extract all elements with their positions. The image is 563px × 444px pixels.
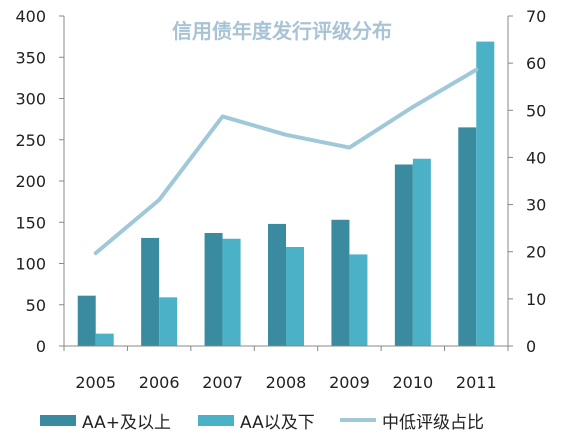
chart: 信用债年度发行评级分布 0 50 100 150 200 250 300 350 400 0 10… <box>15 7 546 392</box>
right-tick-label: 20 <box>526 243 546 262</box>
left-tick-label: 150 <box>15 213 46 232</box>
right-axis-ticks: 0 10 20 30 40 50 60 70 <box>526 7 546 356</box>
bar-aa-plus <box>141 237 160 346</box>
right-tick-label: 0 <box>526 337 536 356</box>
right-tick-label: 40 <box>526 148 546 167</box>
line-low-rating-ratio <box>93 67 479 256</box>
bar-aa-below <box>222 238 241 346</box>
bar-aa-plus <box>458 127 477 346</box>
x-tick-label: 2005 <box>75 373 116 392</box>
x-tick-label: 2006 <box>139 373 180 392</box>
x-axis-ticks: 2005 2006 2007 2008 2009 2010 2011 <box>75 373 496 392</box>
bar-aa-below <box>349 254 368 346</box>
bar-aa-plus <box>204 232 223 346</box>
bars <box>77 41 495 346</box>
bar-aa-plus <box>394 164 413 346</box>
legend-item-aa-below: AA以及下 <box>198 408 315 433</box>
legend-item-aa-plus: AA+及以上 <box>40 408 171 433</box>
bar-aa-plus <box>331 219 350 346</box>
legend-swatch-aa-plus <box>40 414 76 426</box>
axes <box>59 15 513 351</box>
bar-aa-below <box>95 333 114 346</box>
right-tick-label: 70 <box>526 7 546 26</box>
right-tick-label: 30 <box>526 196 546 215</box>
legend-label-low-rating-ratio: 中低评级占比 <box>382 412 484 433</box>
legend-item-low-rating-ratio: 中低评级占比 <box>340 408 484 433</box>
x-tick-label: 2007 <box>202 373 243 392</box>
left-tick-label: 350 <box>15 48 46 67</box>
chart-title: 信用债年度发行评级分布 <box>172 19 392 43</box>
bar-aa-below <box>476 41 495 346</box>
bar-aa-below <box>159 297 178 346</box>
left-tick-label: 0 <box>36 337 46 356</box>
bar-aa-plus <box>268 223 286 346</box>
legend-label-aa-plus: AA+及以上 <box>82 412 171 433</box>
bar-aa-below <box>412 158 431 346</box>
x-tick-label: 2010 <box>392 373 433 392</box>
left-tick-label: 400 <box>15 7 46 26</box>
left-axis-ticks: 0 50 100 150 200 250 300 350 400 <box>15 7 46 356</box>
left-tick-label: 200 <box>15 172 46 191</box>
x-tick-label: 2009 <box>329 373 370 392</box>
right-tick-label: 10 <box>526 290 546 309</box>
right-tick-label: 50 <box>526 101 546 120</box>
bar-aa-plus <box>77 295 96 346</box>
legend-line-low-rating-ratio <box>340 418 376 422</box>
right-tick-label: 60 <box>526 54 546 73</box>
legend-label-aa-below: AA以及下 <box>240 412 315 433</box>
legend-swatch-aa-below <box>198 414 234 426</box>
left-tick-label: 250 <box>15 131 46 150</box>
left-tick-label: 100 <box>15 255 46 274</box>
line-series <box>93 67 479 256</box>
legend: AA+及以上 AA以及下 中低评级占比 <box>0 402 563 438</box>
bar-aa-below <box>286 247 304 346</box>
x-tick-label: 2008 <box>266 373 307 392</box>
left-tick-label: 300 <box>15 90 46 109</box>
x-tick-label: 2011 <box>456 373 497 392</box>
left-tick-label: 50 <box>26 296 46 315</box>
